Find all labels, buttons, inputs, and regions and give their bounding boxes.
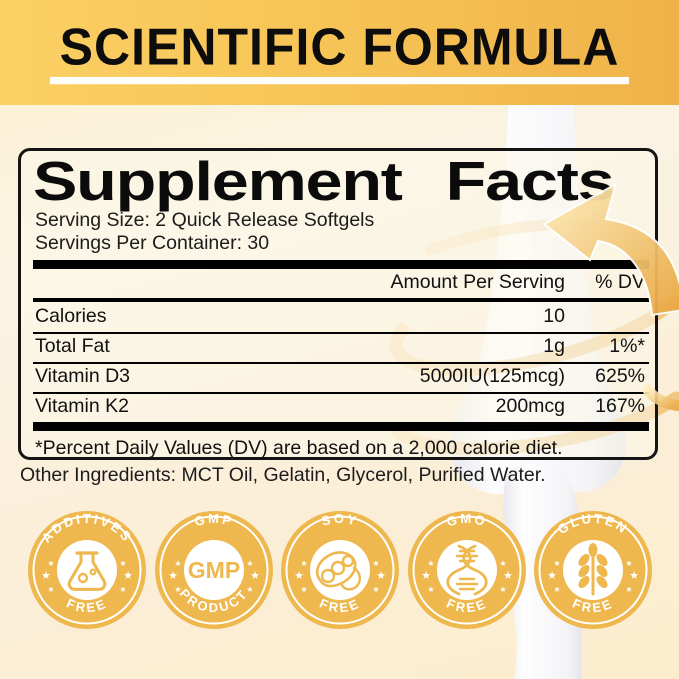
badge-gmp-product: GMP PRODUCT ★ ★ ★ ★ ★ ★ GMP <box>154 511 273 629</box>
svg-text:GMO: GMO <box>444 511 488 529</box>
servings-per-container: Servings Per Container: 30 <box>35 232 270 254</box>
badge-top-label: GMO <box>444 511 486 529</box>
gmp-seal: GMP <box>187 557 239 583</box>
svg-text:★: ★ <box>625 585 632 594</box>
row-dv: 1%* <box>609 335 645 357</box>
divider-thick-top <box>33 260 649 269</box>
row-dv: 625% <box>595 365 645 387</box>
row-label: Vitamin K2 <box>35 395 129 417</box>
dv-footnote: *Percent Daily Values (DV) are based on … <box>35 437 563 459</box>
svg-text:★: ★ <box>547 569 557 582</box>
svg-text:★: ★ <box>47 559 54 568</box>
svg-text:★: ★ <box>174 559 181 568</box>
svg-text:★: ★ <box>372 585 379 594</box>
percent-dv-header: % DV <box>595 271 645 293</box>
row-label: Calories <box>35 305 107 327</box>
svg-text:★: ★ <box>250 569 260 582</box>
badge-additives-free: ADDITIVES FREE ★ ★ ★ ★ ★ ★ <box>28 511 146 629</box>
badge-soy-free: SOY FREE ★ ★ ★ ★ ★ ★ <box>281 511 399 629</box>
badge-stars: ★ ★ ★ ★ ★ ★ <box>168 559 260 594</box>
svg-text:★: ★ <box>168 569 178 582</box>
panel-title: Supplement Facts <box>33 150 615 212</box>
svg-text:★: ★ <box>427 559 434 568</box>
svg-text:★: ★ <box>123 569 133 582</box>
svg-text:★: ★ <box>119 585 126 594</box>
svg-text:★: ★ <box>629 569 639 582</box>
row-amount: 10 <box>543 305 565 327</box>
badge-stars: ★ ★ ★ ★ ★ ★ <box>41 559 133 594</box>
svg-text:★: ★ <box>553 585 560 594</box>
table-row-vitamin-d3: Vitamin D3 5000IU(125mcg) 625% <box>33 362 649 392</box>
badge-stars: ★ ★ ★ ★ ★ ★ <box>547 559 639 594</box>
table-row-calories: Calories 10 <box>33 302 649 332</box>
svg-text:★: ★ <box>499 559 506 568</box>
badge-stars: ★ ★ ★ ★ ★ ★ <box>421 559 513 594</box>
svg-text:★: ★ <box>503 569 513 582</box>
row-amount: 1g <box>543 335 565 357</box>
svg-text:★: ★ <box>47 585 54 594</box>
svg-text:★: ★ <box>246 559 253 568</box>
svg-text:FREE: FREE <box>317 596 362 616</box>
svg-text:★: ★ <box>300 559 307 568</box>
row-amount: 5000IU(125mcg) <box>419 365 565 387</box>
badge-gluten-free: GLUTEN FREE ★ ★ ★ ★ ★ ★ <box>534 511 652 629</box>
svg-text:★: ★ <box>41 569 51 582</box>
amount-per-serving-header: Amount Per Serving <box>390 271 565 293</box>
serving-size: Serving Size: 2 Quick Release Softgels <box>35 209 375 231</box>
banner: SCIENTIFIC FORMULA <box>0 0 679 105</box>
badge-bottom-label: FREE <box>64 596 107 616</box>
badge-stars: ★ ★ ★ ★ ★ ★ <box>294 559 386 594</box>
svg-text:★: ★ <box>499 585 506 594</box>
badge-bottom-label: FREE <box>570 596 613 616</box>
banner-title: SCIENTIFIC FORMULA <box>49 21 630 85</box>
badge-row: ADDITIVES FREE ★ ★ ★ ★ ★ ★ <box>27 509 653 631</box>
svg-text:★: ★ <box>372 559 379 568</box>
svg-text:★: ★ <box>246 585 253 594</box>
badge-bottom-label: FREE <box>444 596 487 616</box>
supplement-facts-panel: Supplement Facts Serving Size: 2 Quick R… <box>18 148 658 460</box>
svg-text:★: ★ <box>553 559 560 568</box>
wheat-icon <box>578 543 608 596</box>
flask-icon <box>67 551 107 591</box>
row-dv: 167% <box>595 395 645 417</box>
svg-text:FREE: FREE <box>444 596 489 616</box>
svg-text:FREE: FREE <box>64 596 109 616</box>
svg-text:★: ★ <box>300 585 307 594</box>
svg-text:★: ★ <box>174 585 181 594</box>
row-label: Total Fat <box>35 335 110 357</box>
svg-text:★: ★ <box>625 559 632 568</box>
divider-thick-bottom <box>33 422 649 431</box>
badge-gmo-free: GMO FREE ★ ★ ★ ★ ★ ★ <box>407 511 526 629</box>
badge-bottom-label: FREE <box>317 596 360 616</box>
divider-header <box>33 298 649 302</box>
svg-text:★: ★ <box>427 585 434 594</box>
table-row-total-fat: Total Fat 1g 1%* <box>33 332 649 362</box>
svg-text:★: ★ <box>376 569 386 582</box>
svg-text:★: ★ <box>119 559 126 568</box>
row-amount: 200mcg <box>495 395 565 417</box>
svg-text:★: ★ <box>421 569 431 582</box>
other-ingredients: Other Ingredients: MCT Oil, Gelatin, Gly… <box>20 464 546 486</box>
svg-text:FREE: FREE <box>570 596 615 616</box>
table-row-vitamin-k2: Vitamin K2 200mcg 167% <box>33 392 649 422</box>
svg-text:★: ★ <box>294 569 304 582</box>
row-label: Vitamin D3 <box>35 365 131 387</box>
table-header-row: Amount Per Serving % DV <box>33 269 649 298</box>
dna-icon <box>445 544 488 596</box>
soybean-icon <box>315 551 362 591</box>
